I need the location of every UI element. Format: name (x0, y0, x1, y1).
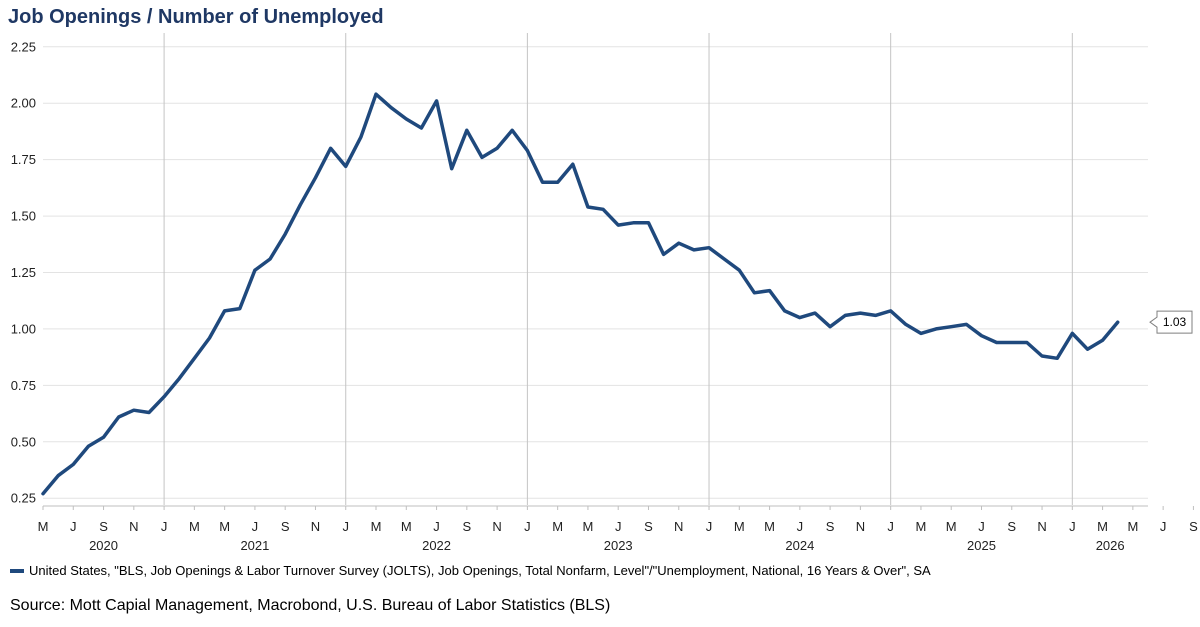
y-tick-label: 2.25 (11, 39, 36, 54)
year-label: 2022 (422, 538, 451, 553)
x-tick-label: M (552, 519, 563, 534)
year-label: 2024 (785, 538, 814, 553)
x-tick-label: J (978, 519, 985, 534)
x-tick-label: M (764, 519, 775, 534)
x-tick-label: J (252, 519, 259, 534)
x-tick-label: N (129, 519, 138, 534)
x-tick-label: M (189, 519, 200, 534)
x-tick-label: N (674, 519, 683, 534)
last-value-box (1149, 310, 1193, 334)
legend: United States, "BLS, Job Openings & Labo… (10, 563, 931, 578)
x-tick-label: M (946, 519, 957, 534)
x-tick-label: M (401, 519, 412, 534)
series-layer (41, 92, 1120, 496)
x-tick-label: M (371, 519, 382, 534)
gridlines (43, 46, 1148, 499)
x-tick-label: S (826, 519, 835, 534)
x-tick-label: M (1127, 519, 1138, 534)
x-tick-label: S (462, 519, 471, 534)
year-label: 2026 (1096, 538, 1125, 553)
x-axis-tick-labels: MJSNJMMJSNJMMJSNJMMJSNJMMJSNJMMJSNJMMJSN… (38, 506, 1198, 534)
x-tick-label: N (311, 519, 320, 534)
year-label: 2023 (604, 538, 633, 553)
x-tick-label: J (342, 519, 349, 534)
x-tick-label: N (1037, 519, 1046, 534)
source-note: Source: Mott Capial Management, Macrobon… (10, 597, 611, 614)
y-tick-label: 0.50 (11, 434, 36, 449)
line-chart: 0.25 0.50 0.75 1.00 1.25 1.50 1.75 2.00 2.25 M J S… (11, 33, 1198, 553)
x-tick-label: J (70, 519, 77, 534)
y-tick-label: 1.50 (11, 209, 36, 224)
x-tick-label: J (706, 519, 713, 534)
year-label: 2025 (967, 538, 996, 553)
x-tick-label: J (1160, 519, 1167, 534)
x-tick-label: M (219, 519, 230, 534)
year-label: 2021 (240, 538, 269, 553)
y-axis-tick-labels: 0.25 0.50 0.75 1.00 1.25 1.50 1.75 2.00 2.25 (11, 39, 36, 505)
y-tick-label: 2.00 (11, 96, 36, 111)
y-tick-label: 1.75 (11, 152, 36, 167)
x-tick-label: N (856, 519, 865, 534)
x-tick-label: S (99, 519, 108, 534)
x-tick-label: S (644, 519, 653, 534)
legend-swatch (10, 568, 24, 573)
x-tick-label: N (492, 519, 501, 534)
last-value-callout: 1.03 (1149, 310, 1193, 334)
y-tick-label: 1.00 (11, 321, 36, 336)
x-tick-label: M (734, 519, 745, 534)
x-tick-label: M (38, 519, 49, 534)
year-label: 2020 (89, 538, 118, 553)
year-gridlines (163, 33, 1073, 505)
series-line (41, 92, 1120, 496)
x-tick-label: J (433, 519, 440, 534)
x-tick-label: S (1007, 519, 1016, 534)
chart-title: Job Openings / Number of Unemployed (8, 6, 384, 28)
legend-label: United States, "BLS, Job Openings & Labo… (29, 563, 931, 578)
y-tick-label: 0.75 (11, 378, 36, 393)
x-tick-label: J (161, 519, 168, 534)
y-tick-label: 1.25 (11, 265, 36, 280)
y-tick-label: 0.25 (11, 491, 36, 506)
last-value-label: 1.03 (1163, 315, 1187, 329)
x-tick-label: J (615, 519, 622, 534)
x-tick-label: S (1189, 519, 1198, 534)
x-tick-label: S (281, 519, 290, 534)
x-tick-label: J (524, 519, 531, 534)
x-tick-label: J (797, 519, 804, 534)
x-tick-label: J (887, 519, 894, 534)
x-axis-year-labels: 2020 2021 2022 2023 2024 2025 2026 (89, 538, 1125, 553)
x-tick-label: J (1069, 519, 1076, 534)
x-tick-label: M (916, 519, 927, 534)
x-tick-label: M (583, 519, 594, 534)
x-tick-label: M (1097, 519, 1108, 534)
